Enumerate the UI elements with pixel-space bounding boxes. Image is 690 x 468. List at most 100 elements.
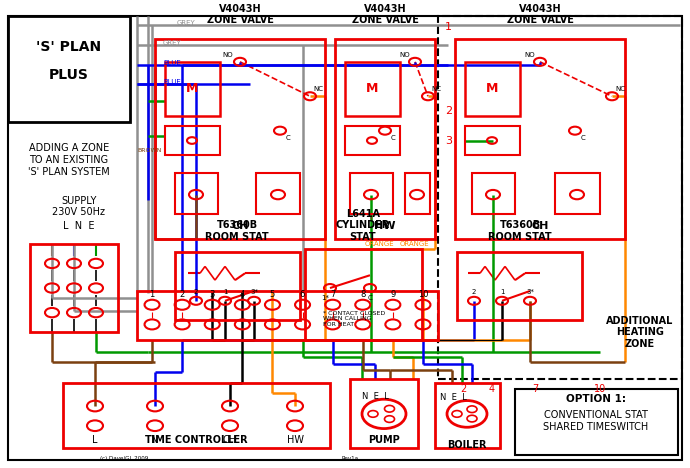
Text: 4: 4 — [489, 384, 495, 395]
Text: NC: NC — [615, 87, 625, 92]
Text: (c) Dave/GL 2009: (c) Dave/GL 2009 — [100, 456, 148, 461]
Bar — [350, 380, 418, 448]
Text: BLUE: BLUE — [163, 60, 181, 66]
Text: HW: HW — [286, 435, 304, 446]
Text: 3: 3 — [210, 291, 215, 300]
Text: C: C — [368, 295, 373, 301]
Text: TIME CONTROLLER: TIME CONTROLLER — [145, 435, 247, 446]
Text: 1: 1 — [223, 289, 227, 295]
Text: NO: NO — [223, 52, 233, 58]
Text: C: C — [286, 135, 290, 140]
Text: GREY: GREY — [163, 40, 181, 46]
Text: 1: 1 — [500, 289, 504, 295]
Text: ORANGE: ORANGE — [400, 241, 430, 247]
Circle shape — [362, 399, 406, 429]
Bar — [438, 15, 682, 380]
Bar — [63, 383, 330, 448]
Text: L: L — [92, 435, 98, 446]
Bar — [305, 249, 422, 340]
Text: HW: HW — [374, 221, 396, 231]
Text: V4043H
ZONE VALVE: V4043H ZONE VALVE — [506, 4, 573, 25]
Bar — [165, 126, 220, 155]
Bar — [350, 173, 393, 214]
Bar — [515, 389, 678, 455]
Bar — [455, 39, 625, 239]
Text: N: N — [151, 435, 159, 446]
Text: 'S' PLAN: 'S' PLAN — [37, 40, 101, 54]
Text: 7: 7 — [532, 384, 538, 395]
Text: PUMP: PUMP — [368, 435, 400, 446]
Text: NC: NC — [313, 87, 323, 92]
Text: 2: 2 — [460, 384, 466, 395]
Text: NC: NC — [431, 87, 441, 92]
Bar — [405, 173, 430, 214]
Text: 2: 2 — [194, 289, 198, 295]
Text: 1: 1 — [445, 22, 452, 32]
Text: 10: 10 — [594, 384, 606, 395]
Text: ADDING A ZONE
TO AN EXISTING
'S' PLAN SYSTEM: ADDING A ZONE TO AN EXISTING 'S' PLAN SY… — [28, 144, 110, 176]
Bar — [465, 126, 520, 155]
Text: 2: 2 — [445, 106, 452, 116]
Bar — [345, 126, 400, 155]
Text: PLUS: PLUS — [49, 67, 89, 81]
Bar — [155, 39, 325, 239]
Text: 2: 2 — [179, 291, 185, 300]
Text: 6: 6 — [300, 291, 305, 300]
Text: M: M — [486, 82, 498, 95]
Bar — [457, 252, 582, 321]
Text: 1: 1 — [150, 291, 155, 300]
Text: C: C — [580, 135, 585, 140]
Text: 5: 5 — [270, 291, 275, 300]
Text: 7: 7 — [330, 291, 335, 300]
Text: 9: 9 — [391, 291, 395, 300]
Text: CH: CH — [223, 435, 237, 446]
Text: 3*: 3* — [250, 289, 258, 295]
Text: BROWN: BROWN — [138, 148, 162, 153]
Text: BLUE: BLUE — [163, 80, 181, 86]
Text: 10: 10 — [417, 291, 428, 300]
Text: L  N  E: L N E — [63, 221, 95, 231]
Text: M: M — [186, 82, 198, 95]
Bar — [465, 62, 520, 116]
Bar — [175, 252, 300, 321]
Bar — [137, 291, 438, 340]
Text: CH: CH — [531, 221, 549, 231]
Bar — [472, 173, 515, 214]
Text: T6360B
ROOM STAT: T6360B ROOM STAT — [489, 220, 552, 242]
Text: BOILER: BOILER — [447, 440, 486, 450]
Circle shape — [447, 401, 487, 427]
Text: OPTION 1:: OPTION 1: — [566, 394, 626, 404]
Text: CONVENTIONAL STAT
SHARED TIMESWITCH: CONVENTIONAL STAT SHARED TIMESWITCH — [544, 410, 649, 431]
Bar — [8, 15, 130, 122]
Bar — [335, 39, 435, 239]
Bar — [345, 62, 400, 116]
Bar — [435, 383, 500, 448]
Text: Rev1a: Rev1a — [342, 456, 359, 461]
Bar — [555, 173, 600, 214]
Text: 1*: 1* — [321, 295, 329, 301]
Text: C: C — [391, 135, 395, 140]
Text: T6360B
ROOM STAT: T6360B ROOM STAT — [205, 220, 269, 242]
Bar — [30, 244, 118, 332]
Text: V4043H
ZONE VALVE: V4043H ZONE VALVE — [352, 4, 418, 25]
Text: M: M — [366, 82, 378, 95]
Text: 4: 4 — [239, 291, 245, 300]
Text: 2: 2 — [472, 289, 476, 295]
Text: CH: CH — [231, 221, 248, 231]
Bar — [165, 62, 220, 116]
Text: V4043H
ZONE VALVE: V4043H ZONE VALVE — [206, 4, 273, 25]
Text: 8: 8 — [360, 291, 366, 300]
Bar — [175, 173, 218, 214]
Text: NO: NO — [524, 52, 535, 58]
Text: SUPPLY
230V 50Hz: SUPPLY 230V 50Hz — [52, 196, 106, 217]
Text: L641A
CYLINDER
STAT: L641A CYLINDER STAT — [336, 209, 390, 242]
Text: ORANGE: ORANGE — [365, 241, 395, 247]
Text: N  E  L: N E L — [440, 393, 466, 402]
Bar — [256, 173, 300, 214]
Text: N  E  L: N E L — [362, 392, 388, 401]
Text: NO: NO — [400, 52, 411, 58]
Text: ADDITIONAL
HEATING
ZONE: ADDITIONAL HEATING ZONE — [607, 316, 673, 349]
Text: 3: 3 — [445, 136, 452, 146]
Text: * CONTACT CLOSED
WHEN CALLING
FOR HEAT: * CONTACT CLOSED WHEN CALLING FOR HEAT — [323, 311, 385, 327]
Text: GREY: GREY — [177, 21, 196, 27]
